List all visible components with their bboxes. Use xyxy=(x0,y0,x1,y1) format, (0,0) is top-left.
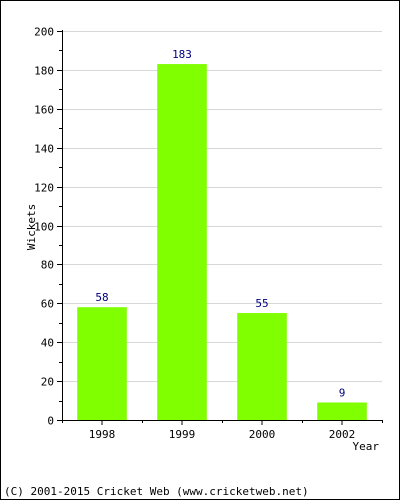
y-tick-label: 0 xyxy=(47,415,54,428)
y-tick-label: 140 xyxy=(34,143,54,156)
x-axis-ticks: 1998 1999 2000 2002 xyxy=(62,420,383,441)
bar-2002 xyxy=(317,402,367,420)
data-label-1998: 58 xyxy=(95,291,108,304)
data-label-2000: 55 xyxy=(255,297,268,310)
x-tick-label: 2000 xyxy=(249,428,276,441)
data-labels: 58 183 55 9 xyxy=(95,48,345,399)
copyright-footer: (C) 2001-2015 Cricket Web (www.cricketwe… xyxy=(4,485,309,498)
bar-1998 xyxy=(77,307,127,420)
bar-1999 xyxy=(157,64,207,420)
bar-2000 xyxy=(237,313,287,420)
y-tick-label: 180 xyxy=(34,65,54,78)
x-tick-label: 1998 xyxy=(89,428,116,441)
y-tick-label: 200 xyxy=(34,26,54,39)
y-tick-label: 60 xyxy=(41,298,54,311)
y-tick-label: 20 xyxy=(41,376,54,389)
x-tick-label: 2002 xyxy=(329,428,356,441)
bar-series xyxy=(77,64,367,420)
y-axis-ticks: 0 20 40 60 80 100 120 140 160 180 200 xyxy=(34,26,62,428)
data-label-1999: 183 xyxy=(172,48,192,61)
y-tick-label: 100 xyxy=(34,221,54,234)
x-axis-label: Year xyxy=(353,440,380,453)
y-tick-label: 160 xyxy=(34,104,54,117)
y-tick-label: 40 xyxy=(41,337,54,350)
data-label-2002: 9 xyxy=(339,386,346,399)
x-tick-label: 1999 xyxy=(169,428,196,441)
y-tick-label: 80 xyxy=(41,259,54,272)
y-tick-label: 120 xyxy=(34,182,54,195)
y-axis-label: Wickets xyxy=(25,204,38,250)
